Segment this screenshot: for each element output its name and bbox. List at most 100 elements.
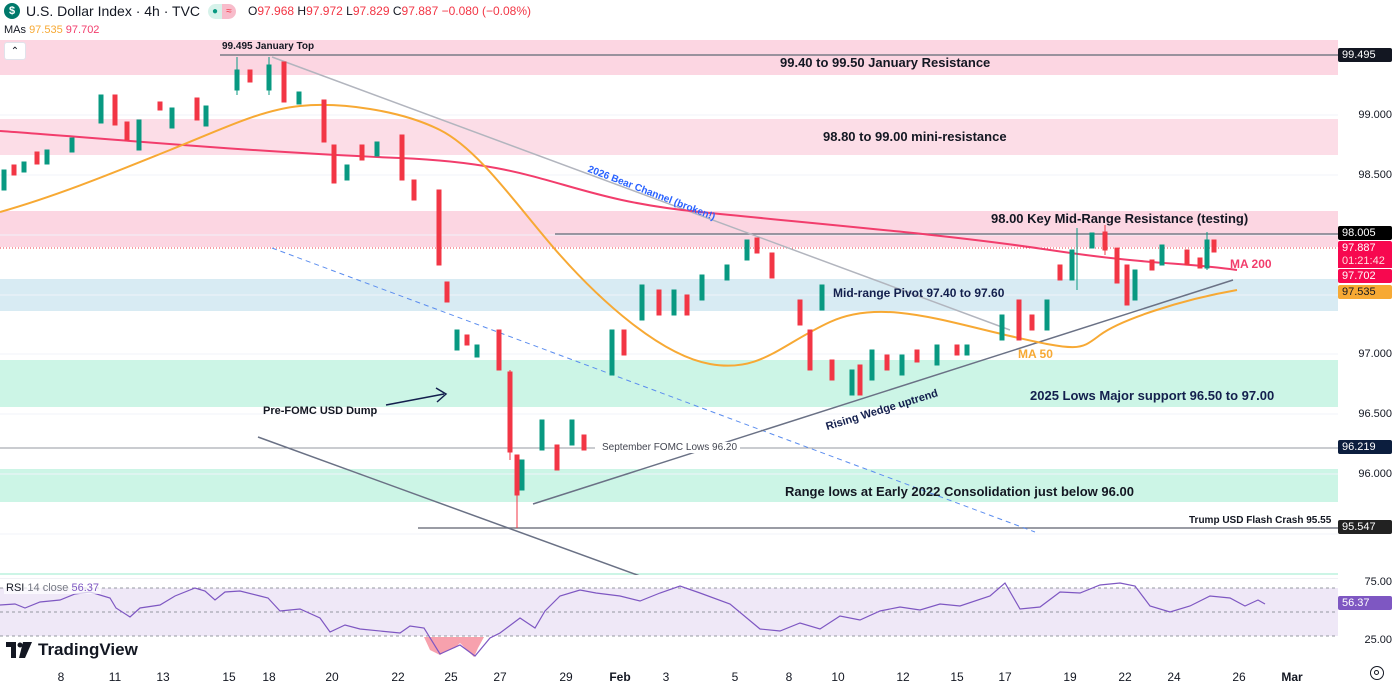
chevron-up-icon: ⌃	[10, 45, 20, 57]
mas-label: MAs	[4, 24, 26, 36]
jan-top-price-tag: 99.495	[1338, 48, 1392, 62]
price-axis[interactable]: 99.495 99.000 98.500 98.005 97.887 01:21…	[1338, 40, 1400, 575]
time-tick: 3	[662, 670, 670, 684]
price-chart-svg	[0, 40, 1338, 575]
price-tick: 99.000	[1358, 109, 1392, 121]
time-tick: 15	[222, 670, 236, 684]
time-tick: 22	[1118, 670, 1132, 684]
pre-fomc-arrow	[385, 393, 445, 406]
price-tick: 96.500	[1358, 408, 1392, 420]
rsi-params: 14 close	[27, 582, 69, 594]
bear-channel-upper[interactable]	[271, 56, 1011, 331]
price-chart-pane[interactable]: 99.495 January Top 99.40 to 99.50 Januar…	[0, 40, 1338, 575]
time-tick: 29	[559, 670, 573, 684]
rsi-chart-svg	[0, 577, 1338, 657]
rsi-pane[interactable]	[0, 577, 1338, 658]
ma200-label: MA 200	[1230, 257, 1272, 271]
mini-resistance-zone	[0, 119, 1338, 155]
bear-channel-lower[interactable]	[271, 247, 1036, 533]
low-label: L	[346, 4, 353, 18]
price-tick: 98.500	[1358, 169, 1392, 181]
pivot-label[interactable]: Mid-range Pivot 97.40 to 97.60	[833, 286, 1005, 300]
rsi-tick-75: 75.00	[1364, 576, 1392, 588]
ma200-line[interactable]	[0, 130, 1238, 271]
ma50-line[interactable]	[0, 104, 1238, 367]
time-tick: Feb	[609, 670, 631, 684]
time-tick: 17	[998, 670, 1012, 684]
bar-countdown: 01:21:42	[1338, 254, 1392, 268]
time-tick: 10	[831, 670, 845, 684]
support-2025-zone	[0, 360, 1338, 407]
close-value: 97.887	[401, 4, 439, 18]
time-tick: 20	[325, 670, 339, 684]
time-axis[interactable]: 8 11 13 15 18 20 22 25 27 29 Feb 3 5 8 10 12 15 17 19 22 24 2…	[0, 662, 1340, 688]
jan-resistance-label[interactable]: 99.40 to 99.50 January Resistance	[780, 55, 991, 70]
dollar-sign-icon: $	[4, 3, 20, 19]
symbol-title[interactable]: U.S. Dollar Index · 4h · TVC	[26, 3, 201, 19]
sept-fomc-label[interactable]: September FOMC Lows 96.20	[600, 442, 740, 453]
time-tick: 15	[950, 670, 964, 684]
time-tick: 26	[1232, 670, 1246, 684]
time-tick: 27	[493, 670, 507, 684]
ma50-price-tag: 97.535	[1338, 285, 1392, 299]
gridlines	[0, 114, 1338, 535]
support-2025-label[interactable]: 2025 Lows Major support 96.50 to 97.00	[1030, 388, 1275, 403]
last-price-tag: 97.887	[1338, 241, 1392, 255]
sept-low-price-tag: 96.219	[1338, 440, 1392, 454]
tradingview-logo-icon	[6, 642, 32, 658]
market-status-pill[interactable]: ● ≈	[208, 3, 237, 19]
key-resistance-label[interactable]: 98.00 Key Mid-Range Resistance (testing)	[991, 211, 1249, 226]
rsi-oversold-fill	[424, 637, 484, 657]
collapse-legend-button[interactable]: ⌃	[4, 42, 26, 60]
time-tick: 11	[108, 670, 122, 684]
tradingview-logo[interactable]: TradingView	[6, 640, 138, 660]
price-tick: 97.000	[1358, 348, 1392, 360]
price-tick: 96.000	[1358, 468, 1392, 480]
flash-crash-price-tag: 95.547	[1338, 520, 1392, 534]
rising-wedge-line[interactable]	[532, 279, 1234, 505]
key-res-price-tag: 98.005	[1338, 226, 1392, 240]
candles[interactable]	[1, 57, 1217, 528]
delayed-data-icon: ≈	[222, 3, 237, 19]
time-tick: 18	[262, 670, 276, 684]
time-tick: 22	[391, 670, 405, 684]
mini-resistance-label[interactable]: 98.80 to 99.00 mini-resistance	[823, 129, 1007, 144]
rsi-legend-value: 56.37	[71, 582, 99, 594]
rsi-legend[interactable]: RSI 14 close 56.37	[4, 582, 101, 594]
jan-resistance-zone	[0, 40, 1338, 75]
high-label: H	[297, 4, 307, 18]
ma200-value: 97.702	[65, 24, 100, 36]
time-tick: 19	[1063, 670, 1077, 684]
ma-legend-row[interactable]: MAs 97.535 97.702	[4, 24, 99, 36]
range-lows-label[interactable]: Range lows at Early 2022 Consolidation j…	[785, 484, 1134, 499]
time-tick: 5	[731, 670, 739, 684]
open-label: O	[248, 4, 258, 18]
rsi-line[interactable]	[0, 582, 1266, 657]
time-tick: 8	[785, 670, 793, 684]
rsi-axis[interactable]: 75.00 56.37 25.00	[1338, 576, 1400, 658]
ma50-label: MA 50	[1018, 347, 1053, 361]
axis-settings[interactable]	[1338, 662, 1400, 688]
close-label: C	[392, 4, 402, 18]
time-tick: 25	[444, 670, 458, 684]
key-resistance-zone	[0, 211, 1338, 247]
ohlc-values: O97.968 H97.972 L97.829 C97.887 −0.080 (…	[248, 4, 531, 18]
ma50-value: 97.535	[29, 24, 63, 36]
time-tick: 24	[1167, 670, 1181, 684]
rsi-label: RSI	[6, 582, 25, 594]
tradingview-wordmark: TradingView	[38, 640, 138, 659]
rsi-value-tag: 56.37	[1338, 596, 1392, 610]
market-open-icon: ●	[208, 3, 223, 19]
jan-top-label[interactable]: 99.495 January Top	[222, 41, 315, 52]
high-value: 97.972	[306, 4, 343, 18]
open-value: 97.968	[257, 4, 295, 18]
legend-row: $ U.S. Dollar Index · 4h · TVC ● ≈ O97.9…	[4, 3, 531, 19]
flash-crash-label[interactable]: Trump USD Flash Crash 95.55	[1189, 515, 1332, 526]
lower-trend-line[interactable]	[257, 436, 640, 575]
time-tick: Mar	[1281, 670, 1303, 684]
gear-icon[interactable]	[1370, 666, 1384, 680]
ma200-price-tag: 97.702	[1338, 269, 1392, 283]
low-value: 97.829	[352, 4, 390, 18]
pre-fomc-label[interactable]: Pre-FOMC USD Dump	[263, 405, 378, 417]
time-tick: 13	[156, 670, 170, 684]
